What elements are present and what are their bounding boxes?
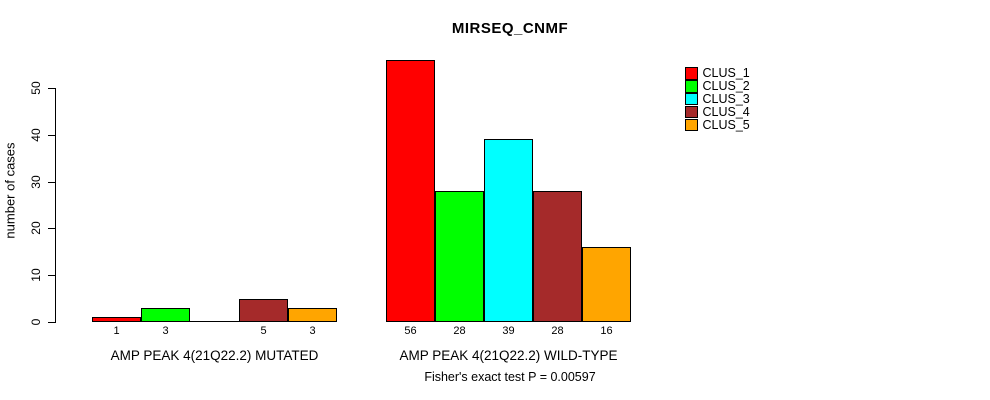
y-tick-mark-50: [48, 88, 55, 89]
legend-row-clus_5: CLUS_5: [685, 117, 750, 132]
legend-swatch-clus_2: [685, 80, 698, 93]
legend-row-clus_1: CLUS_1: [685, 67, 750, 80]
bar-clus_5-wildtype: [582, 247, 631, 322]
fisher-test-caption: Fisher's exact test P = 0.00597: [424, 370, 596, 384]
y-tick-mark-10: [48, 275, 55, 276]
y-tick-label-30: 30: [29, 175, 43, 189]
y-tick-mark-0: [48, 322, 55, 323]
y-tick-label-10: 10: [29, 268, 43, 282]
bar-value-clus_5-mutated: 3: [309, 325, 316, 337]
legend-label-clus_4: CLUS_4: [702, 104, 750, 119]
bar-value-clus_3-wildtype: 39: [502, 325, 515, 337]
legend-swatch-clus_1: [685, 67, 698, 80]
y-axis: [55, 88, 56, 323]
y-tick-label-0: 0: [29, 318, 43, 326]
legend-row-clus_4: CLUS_4: [685, 104, 750, 119]
bar-value-clus_1-mutated: 1: [113, 325, 120, 337]
bar-value-clus_5-wildtype: 16: [600, 325, 613, 337]
bar-value-clus_4-mutated: 5: [260, 325, 267, 337]
y-tick-mark-20: [48, 228, 55, 229]
bar-value-clus_2-wildtype: 28: [453, 325, 466, 337]
group-label-mutated: AMP PEAK 4(21Q22.2) MUTATED: [110, 348, 319, 363]
y-tick-label-20: 20: [29, 221, 43, 235]
chart-title: MIRSEQ_CNMF: [451, 20, 569, 37]
y-tick-label-40: 40: [29, 128, 43, 142]
bar-clus_2-mutated: [141, 308, 190, 322]
y-tick-label-50: 50: [29, 81, 43, 95]
legend-swatch-clus_5: [685, 118, 698, 132]
legend-label-clus_1: CLUS_1: [702, 66, 750, 80]
bar-clus_3-mutated: [190, 321, 239, 322]
legend-label-clus_3: CLUS_3: [702, 91, 750, 106]
legend-row-clus_2: CLUS_2: [685, 78, 750, 93]
bar-clus_2-wildtype: [435, 191, 484, 322]
legend-swatch-clus_3: [685, 92, 698, 106]
legend-label-clus_2: CLUS_2: [702, 78, 750, 93]
bar-clus_4-wildtype: [533, 191, 582, 322]
bar-clus_5-mutated: [288, 308, 337, 322]
group-label-wildtype: AMP PEAK 4(21Q22.2) WILD-TYPE: [399, 348, 618, 363]
legend-label-clus_5: CLUS_5: [702, 117, 750, 132]
legend: CLUS_1 CLUS_2 CLUS_3 CLUS_4 CLUS_5: [685, 67, 750, 132]
bar-clus_1-mutated: [92, 317, 141, 322]
bar-clus_4-mutated: [239, 299, 288, 322]
y-tick-mark-30: [48, 182, 55, 183]
y-axis-label: number of cases: [2, 142, 18, 239]
legend-swatch-clus_4: [685, 105, 698, 119]
bar-clus_1-wildtype: [386, 60, 435, 322]
y-tick-mark-40: [48, 135, 55, 136]
bar-value-clus_2-mutated: 3: [162, 325, 169, 337]
bar-value-clus_4-wildtype: 28: [551, 325, 564, 337]
bar-value-clus_1-wildtype: 56: [404, 325, 417, 337]
bar-clus_3-wildtype: [484, 139, 533, 322]
legend-row-clus_3: CLUS_3: [685, 91, 750, 106]
